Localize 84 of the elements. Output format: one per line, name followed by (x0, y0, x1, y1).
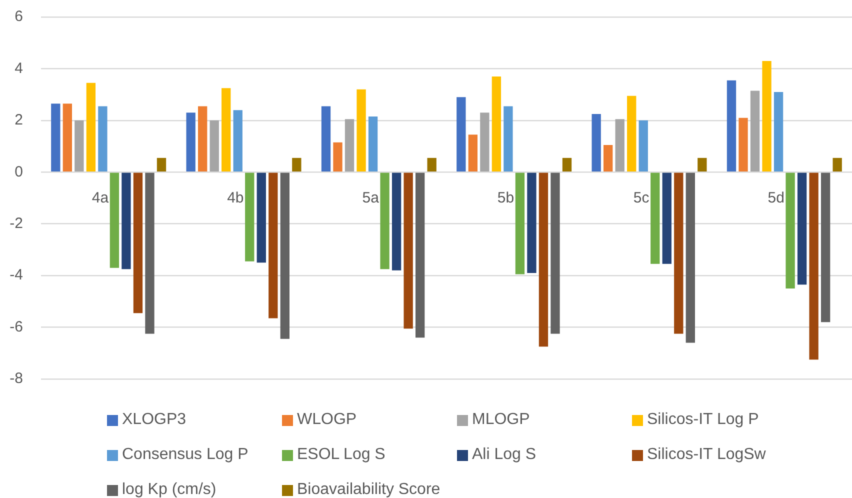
legend-label: Consensus Log P (122, 446, 248, 464)
bar (738, 118, 748, 172)
bar (674, 172, 684, 334)
bar (156, 158, 166, 172)
legend-label: XLOGP3 (122, 411, 186, 429)
y-tick-label: -2 (10, 215, 23, 232)
bar (698, 158, 707, 172)
bar (198, 106, 208, 172)
bar (427, 158, 436, 172)
bar (480, 112, 490, 172)
bar (627, 96, 636, 172)
bar (233, 110, 242, 172)
bar (344, 119, 354, 172)
x-tick-label: 5b (497, 189, 514, 206)
bar (527, 172, 536, 273)
legend-label: Bioavailability Score (297, 481, 440, 498)
legend-label: Silicos-IT Log P (647, 411, 759, 429)
bar (638, 120, 648, 172)
bar (550, 172, 560, 334)
bar (356, 89, 366, 172)
x-tick-label: 5d (768, 189, 784, 206)
bar (515, 172, 525, 274)
bar (110, 172, 120, 268)
bar (380, 172, 390, 270)
bar (74, 120, 84, 172)
bar (368, 116, 378, 172)
bar (222, 88, 231, 172)
bar (292, 158, 302, 172)
y-tick-label: -8 (10, 370, 23, 388)
bar (615, 119, 624, 172)
bar (62, 104, 72, 172)
bar (662, 172, 672, 264)
bar (51, 104, 60, 172)
bar (404, 172, 413, 329)
bar (686, 172, 695, 343)
bar (210, 120, 219, 172)
bar (797, 172, 807, 285)
bar (809, 172, 818, 360)
bar (133, 172, 143, 314)
x-tick-label: 4a (92, 189, 110, 206)
y-tick-label: -6 (10, 318, 23, 336)
bar (604, 144, 613, 172)
bar (592, 114, 601, 172)
y-tick-label: 0 (14, 163, 23, 180)
legend-label: Ali Log S (472, 446, 536, 464)
bar (122, 172, 131, 270)
bar (492, 76, 502, 172)
legend-label: WLOGP (297, 411, 357, 429)
x-tick-label: 5c (633, 189, 650, 206)
bar (186, 112, 196, 172)
bar (415, 172, 425, 338)
legend-label: log Kp (cm/s) (122, 481, 216, 498)
bar (820, 172, 830, 322)
bar (504, 106, 513, 172)
y-tick-label: 6 (14, 8, 23, 26)
x-tick-label: 5a (362, 189, 380, 206)
x-tick-label: 4b (227, 189, 244, 206)
legend-label: MLOGP (472, 411, 530, 429)
y-tick-label: 4 (14, 60, 23, 77)
legend-label: Silicos-IT LogSw (647, 446, 766, 464)
bar (86, 82, 96, 172)
y-tick-label: 2 (14, 112, 23, 129)
bar (392, 172, 402, 270)
bar (280, 172, 290, 339)
bar (562, 158, 572, 172)
bar (832, 158, 842, 172)
bar (774, 92, 784, 172)
bar (762, 60, 772, 172)
legend-label: ESOL Log S (297, 446, 386, 464)
bar (650, 172, 660, 264)
bar (456, 97, 466, 172)
bar (786, 172, 795, 288)
bar (726, 80, 736, 172)
y-tick-label: -4 (10, 266, 23, 284)
bar (145, 172, 154, 334)
bar (268, 172, 278, 318)
bar (98, 106, 108, 172)
bar (538, 172, 548, 347)
bar (245, 172, 254, 262)
bar (333, 142, 342, 172)
bar (468, 134, 478, 172)
bar (321, 106, 331, 172)
bar (256, 172, 266, 263)
bar (750, 90, 760, 172)
